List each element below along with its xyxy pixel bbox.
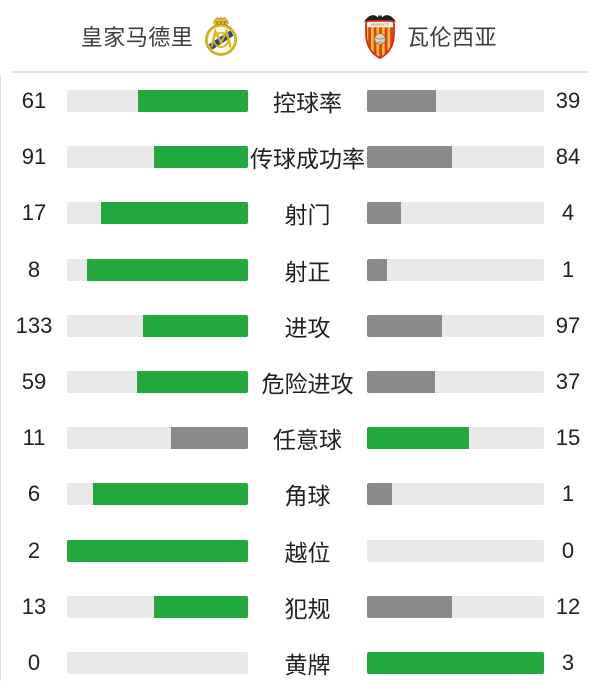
away-bar-fill	[367, 427, 470, 450]
home-value: 59	[21, 369, 47, 395]
real-madrid-crest-icon	[202, 15, 240, 57]
stat-label: 犯规	[284, 595, 331, 622]
stat-label: 传球成功率	[250, 146, 365, 173]
home-value: 17	[21, 200, 47, 226]
away-value: 15	[555, 425, 581, 451]
away-bar-fill	[367, 90, 437, 113]
home-bar-fill	[171, 427, 248, 450]
away-bar-fill	[367, 483, 393, 506]
away-value: 97	[555, 312, 581, 338]
stat-row: 17 射门 4	[0, 185, 600, 241]
away-bar-track	[367, 202, 544, 225]
stat-row: 11 任意球 15	[0, 410, 600, 466]
stat-row: 133 进攻 97	[0, 298, 600, 354]
away-bar-fill	[367, 314, 442, 337]
home-value: 91	[21, 144, 47, 170]
home-bar-track	[67, 90, 248, 113]
away-bar-track	[367, 146, 544, 169]
away-value: 0	[561, 537, 575, 563]
stat-row: 6 角球 1	[0, 466, 600, 522]
away-value: 37	[555, 369, 581, 395]
away-value: 39	[555, 88, 581, 114]
stat-row: 13 犯规 12	[0, 579, 600, 635]
home-bar-fill	[101, 202, 248, 225]
away-bar-fill	[367, 202, 401, 225]
home-bar-fill	[87, 258, 248, 281]
stat-label: 射正	[284, 258, 331, 285]
home-value: 61	[21, 88, 47, 114]
away-value: 1	[561, 481, 575, 507]
stat-row: 2 越位 0	[0, 523, 600, 579]
home-team-name: 皇家马德里	[80, 24, 194, 50]
home-bar-fill	[143, 314, 248, 337]
stat-label: 黄牌	[284, 651, 331, 678]
home-bar-track	[67, 314, 248, 337]
home-bar-track	[67, 146, 248, 169]
home-bar-track	[67, 371, 248, 394]
away-bar-track	[367, 371, 544, 394]
away-bar-track	[367, 427, 544, 450]
home-bar-fill	[137, 90, 248, 113]
home-bar-track	[67, 651, 248, 674]
away-bar-track	[367, 90, 544, 113]
stat-row: 59 危险进攻 37	[0, 354, 600, 410]
away-value: 4	[561, 200, 575, 226]
home-bar-fill	[153, 595, 248, 618]
home-bar-fill	[136, 371, 248, 394]
stat-row: 61 控球率 39	[0, 73, 600, 129]
away-bar-track	[367, 595, 544, 618]
stat-row: 0 黄牌 3	[0, 635, 600, 691]
home-value: 0	[27, 649, 41, 675]
away-bar-fill	[367, 595, 452, 618]
home-bar-track	[67, 202, 248, 225]
home-bar-fill	[67, 539, 248, 562]
away-team-name: 瓦伦西亚	[406, 24, 497, 50]
home-bar-track	[67, 258, 248, 281]
away-bar-track	[367, 651, 544, 674]
home-bar-track	[67, 483, 248, 506]
svg-text:VALENCIA C.F.: VALENCIA C.F.	[371, 22, 390, 26]
stat-label: 越位	[284, 539, 331, 566]
away-value: 12	[555, 593, 581, 619]
away-bar-track	[367, 314, 544, 337]
home-bar-fill	[153, 146, 248, 169]
away-bar-fill	[367, 258, 387, 281]
away-value: 84	[555, 144, 581, 170]
home-value: 2	[27, 537, 41, 563]
valencia-crest-icon: VALENCIA C.F.	[362, 11, 398, 61]
home-bar-track	[67, 427, 248, 450]
stat-label: 进攻	[284, 314, 331, 341]
stat-label: 射门	[284, 202, 331, 229]
away-team-header: VALENCIA C.F. 瓦伦西亚	[295, 11, 600, 61]
away-bar-fill	[367, 651, 544, 674]
home-value: 6	[27, 481, 41, 507]
away-bar-track	[367, 483, 544, 506]
header-divider	[12, 71, 588, 73]
home-value: 133	[15, 312, 53, 338]
away-bar-track	[367, 258, 544, 281]
home-bar-track	[67, 539, 248, 562]
away-value: 1	[561, 256, 575, 282]
stats-list: 61 控球率 39 91 传球成功率 84 17 射门 4 8	[0, 73, 600, 691]
stat-row: 8 射正 1	[0, 242, 600, 298]
match-header: 皇家马德里	[0, 0, 600, 71]
home-value: 8	[27, 256, 41, 282]
stat-label: 角球	[284, 483, 331, 510]
home-team-header: 皇家马德里	[0, 15, 295, 57]
away-bar-fill	[367, 371, 436, 394]
away-value: 3	[561, 649, 575, 675]
away-bar-track	[367, 539, 544, 562]
home-value: 13	[21, 593, 47, 619]
left-edge-divider	[0, 74, 1, 681]
home-bar-track	[67, 595, 248, 618]
away-bar-fill	[367, 146, 452, 169]
stat-row: 91 传球成功率 84	[0, 129, 600, 185]
stat-label: 危险进攻	[261, 371, 354, 398]
home-value: 11	[22, 425, 46, 451]
stat-label: 任意球	[273, 427, 342, 454]
home-bar-fill	[92, 483, 248, 506]
stat-label: 控球率	[273, 90, 342, 117]
